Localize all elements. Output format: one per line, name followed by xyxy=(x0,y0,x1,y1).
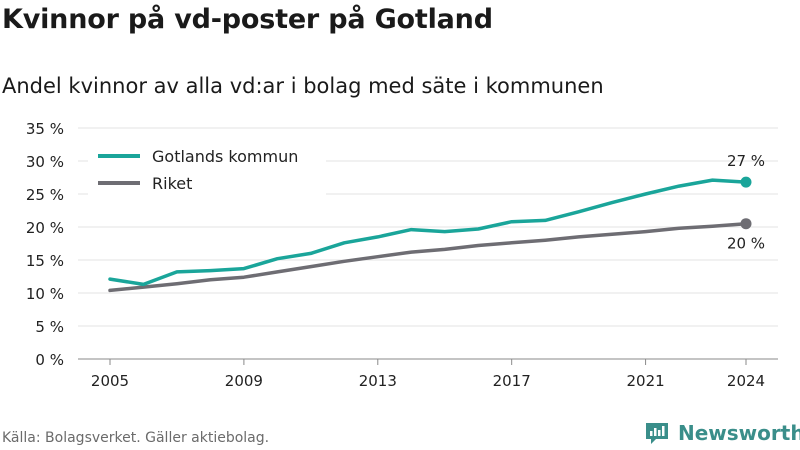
y-tick-label: 5 % xyxy=(35,318,64,336)
legend-label: Gotlands kommun xyxy=(152,147,298,166)
brand-name: Newsworthy xyxy=(678,421,800,445)
chart-title: Kvinnor på vd-poster på Gotland xyxy=(2,4,493,35)
x-tick-label: 2005 xyxy=(91,372,129,390)
y-tick-label: 15 % xyxy=(26,252,64,270)
series-lines: 20 % 27 % xyxy=(108,152,765,293)
y-tick-label: 30 % xyxy=(26,153,64,171)
series-line xyxy=(108,178,748,287)
y-tick-label: 20 % xyxy=(26,219,64,237)
x-tick-label: 2017 xyxy=(493,372,531,390)
brand-logo: Newsworthy xyxy=(644,420,800,446)
legend: Gotlands kommun Riket xyxy=(88,143,326,195)
y-tick-label: 25 % xyxy=(26,186,64,204)
x-tick-label: 2024 xyxy=(727,372,765,390)
y-axis: 0 % 5 % 10 % 15 % 20 % 25 % 30 % 35 % xyxy=(26,120,64,369)
legend-label: Riket xyxy=(152,174,192,193)
source-note: Källa: Bolagsverket. Gäller aktiebolag. xyxy=(2,430,270,446)
y-tick-label: 10 % xyxy=(26,285,64,303)
end-point xyxy=(740,218,752,230)
series-line xyxy=(108,221,748,293)
chart-subtitle: Andel kvinnor av alla vd:ar i bolag med … xyxy=(2,74,604,98)
x-tick-label: 2009 xyxy=(225,372,263,390)
y-tick-label: 35 % xyxy=(26,120,64,138)
end-value-label: 20 % xyxy=(727,235,765,253)
x-axis: 2005 2009 2013 2017 2021 2024 xyxy=(91,359,765,390)
end-value-label: 27 % xyxy=(727,152,765,170)
legend-background xyxy=(88,143,326,195)
x-tick-label: 2021 xyxy=(626,372,664,390)
y-tick-label: 0 % xyxy=(35,351,64,369)
end-point xyxy=(740,176,752,188)
x-tick-label: 2013 xyxy=(359,372,397,390)
newsworthy-icon xyxy=(646,423,668,444)
